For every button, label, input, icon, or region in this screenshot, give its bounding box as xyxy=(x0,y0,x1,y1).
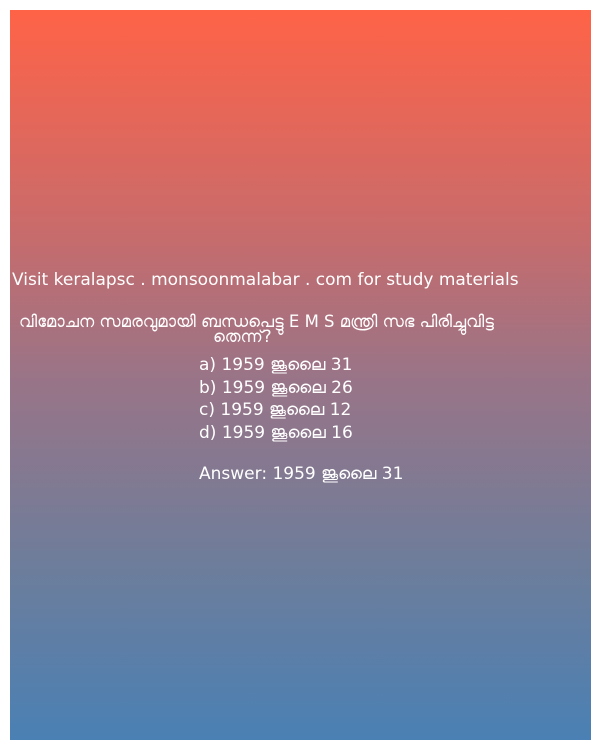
option-b: b) 1959 ജൂലൈ 26 xyxy=(199,377,353,398)
option-d: d) 1959 ജൂലൈ 16 xyxy=(199,422,353,443)
question-line-2: തെന്ന്? xyxy=(213,327,272,346)
question-text: വിമോചന സമരവുമായി ബന്ധപെട്ടു E M S മന്ത്ര… xyxy=(19,312,591,346)
promo-text: Visit keralapsc . monsoonmalabar . com f… xyxy=(12,270,519,290)
answer-text: Answer: 1959 ജൂലൈ 31 xyxy=(199,464,404,484)
question-line-1: വിമോചന സമരവുമായി ബന്ധപെട്ടു E M S മന്ത്ര… xyxy=(19,312,494,331)
option-c: c) 1959 ജൂലൈ 12 xyxy=(199,400,352,420)
option-a: a) 1959 ജൂലൈ 31 xyxy=(199,355,353,375)
quiz-card: Visit keralapsc . monsoonmalabar . com f… xyxy=(10,10,591,740)
options-list: a) 1959 ജൂലൈ 31 b) 1959 ജൂലൈ 26 c) 1959 … xyxy=(199,354,353,444)
